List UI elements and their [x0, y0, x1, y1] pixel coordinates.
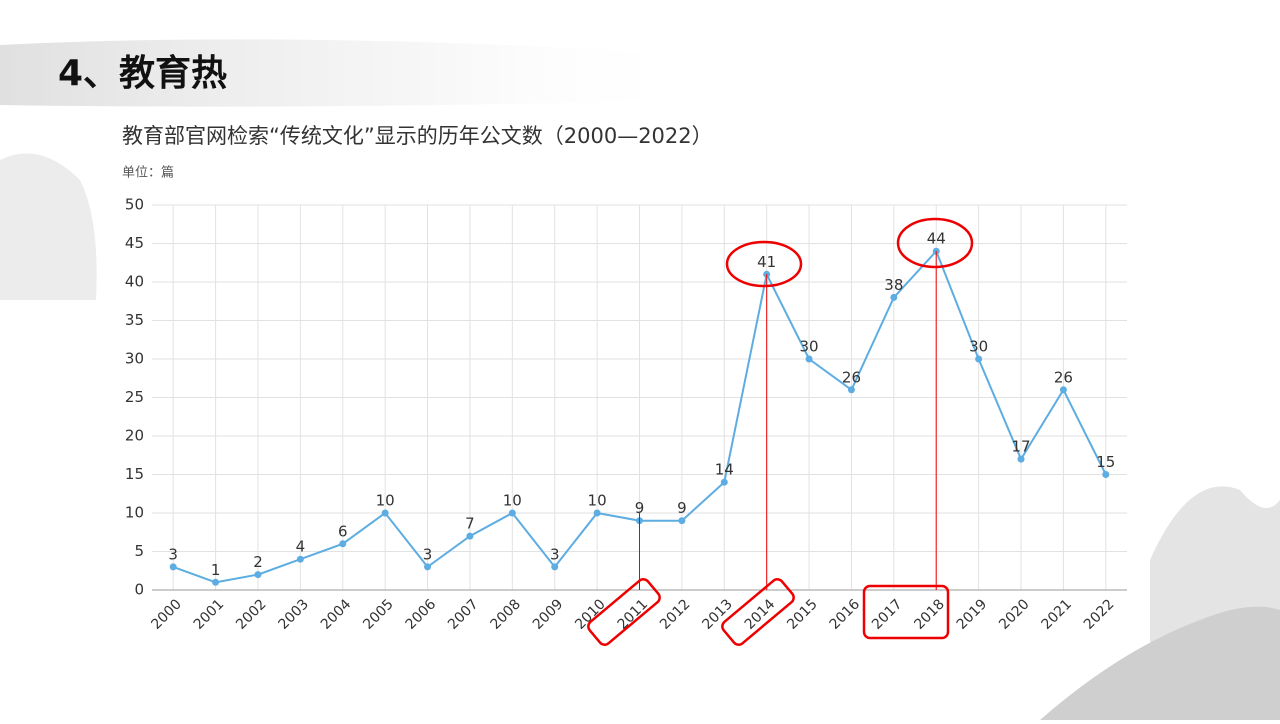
- x-tick-label: 2011: [615, 596, 652, 633]
- data-point: [1102, 471, 1110, 478]
- y-tick-label: 10: [125, 504, 144, 522]
- x-tick-label: 2020: [996, 596, 1033, 633]
- data-label: 6: [338, 522, 348, 540]
- data-point: [212, 578, 220, 586]
- data-label: 26: [842, 368, 861, 386]
- y-tick-label: 25: [125, 388, 144, 406]
- x-tick-label: 2002: [233, 596, 270, 633]
- plot: 0 5 10 15 20 25 30 35 40 45 50 2000 2001 2002 2003 2004…: [125, 196, 1127, 633]
- x-tick-label: 2005: [360, 596, 397, 633]
- x-tick-label: 2015: [784, 596, 821, 633]
- x-tick-label: 2018: [911, 596, 948, 633]
- data-label: 30: [800, 338, 819, 356]
- data-point: [466, 532, 474, 540]
- data-label: 10: [376, 492, 395, 510]
- data-point: [169, 563, 177, 571]
- data-point: [720, 478, 728, 486]
- x-tick-label: 2017: [869, 596, 906, 633]
- data-label: 15: [1096, 453, 1115, 471]
- data-label: 9: [677, 499, 687, 517]
- data-point: [508, 509, 516, 517]
- data-point: [296, 555, 304, 563]
- y-tick-label: 5: [134, 542, 144, 560]
- chart-title: 教育部官网检索“传统文化”显示的历年公文数（2000—2022）: [122, 124, 713, 148]
- x-tick-label: 2008: [487, 596, 524, 633]
- data-label: 9: [635, 499, 645, 517]
- data-label: 1: [211, 561, 221, 579]
- data-label: 2: [253, 553, 263, 571]
- x-tick-label: 2009: [530, 596, 567, 633]
- x-tick-label: 2004: [318, 596, 355, 633]
- x-tick-label: 2000: [148, 596, 185, 633]
- data-label: 10: [503, 492, 522, 510]
- y-tick-label: 40: [125, 273, 144, 291]
- highlight-circle: [896, 217, 974, 269]
- data-label: 10: [588, 492, 607, 510]
- y-tick-label: 20: [125, 427, 144, 445]
- data-point: [593, 509, 601, 517]
- data-label: 4: [296, 538, 306, 556]
- data-label: 44: [927, 230, 946, 248]
- data-label: 38: [884, 276, 903, 294]
- annotations: [587, 217, 974, 646]
- x-tick-label: 2010: [572, 596, 609, 633]
- data-point: [890, 293, 898, 301]
- data-label: 3: [550, 545, 560, 563]
- highlight-box: [862, 584, 950, 640]
- x-tick-label: 2016: [827, 596, 864, 633]
- x-tick-label: 2013: [699, 596, 736, 633]
- y-tick-label: 45: [125, 234, 144, 252]
- highlight-box: [587, 578, 661, 646]
- data-point: [1059, 386, 1067, 394]
- data-point: [678, 517, 686, 525]
- x-tick-label: 2006: [403, 596, 440, 633]
- x-tick-label: 2012: [657, 596, 694, 633]
- data-label: 26: [1054, 368, 1073, 386]
- data-point: [254, 571, 262, 579]
- x-tick-label: 2003: [276, 596, 313, 633]
- x-tick-label: 2022: [1081, 596, 1118, 633]
- data-point: [847, 386, 855, 394]
- x-tick-label: 2021: [1039, 596, 1076, 633]
- data-point: [1017, 455, 1025, 463]
- y-tick-label: 30: [125, 350, 144, 368]
- y-tick-label: 50: [125, 196, 144, 214]
- data-point: [551, 563, 559, 571]
- unit-label: 单位：篇: [122, 166, 174, 181]
- data-label: 30: [969, 338, 988, 356]
- data-point: [975, 355, 983, 363]
- data-point: [339, 540, 347, 548]
- data-label: 14: [715, 461, 734, 479]
- data-point: [424, 563, 432, 571]
- highlight-box: [721, 578, 795, 646]
- x-tick-label: 2001: [191, 596, 228, 633]
- data-label: 3: [168, 545, 178, 563]
- slide-title: 4、教育热: [58, 53, 227, 94]
- data-point: [805, 355, 813, 363]
- y-tick-label: 0: [134, 581, 144, 599]
- mountain: [0, 153, 97, 300]
- data-label: 41: [757, 253, 776, 271]
- y-tick-label: 35: [125, 311, 144, 329]
- x-tick-label: 2007: [445, 596, 482, 633]
- data-point: [381, 509, 389, 517]
- y-tick-label: 15: [125, 465, 144, 483]
- data-label: 7: [465, 515, 475, 533]
- brush-band: [0, 39, 700, 107]
- x-tick-label: 2019: [954, 596, 991, 633]
- mountain: [1040, 606, 1280, 720]
- data-label: 17: [1011, 438, 1030, 456]
- data-label: 3: [423, 545, 433, 563]
- highlight-circle: [725, 240, 803, 288]
